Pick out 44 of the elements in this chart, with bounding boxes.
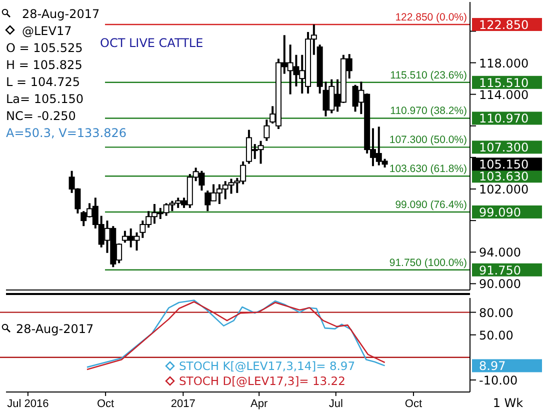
annotation: L = 104.725 — [6, 75, 80, 89]
y-tick-label: 90.000 — [479, 277, 521, 292]
y-tick-label: 105.150 — [479, 158, 529, 172]
x-tick-label: Apr — [250, 398, 268, 410]
y-tick-label: 94.000 — [479, 246, 521, 260]
x-axis-title: 1 Wk — [492, 396, 524, 410]
ref-line-label: 91.750 (100.0%) — [389, 256, 467, 269]
y-tick-label: 110.970 — [479, 112, 529, 126]
annotation: O = 105.525 — [6, 41, 83, 55]
y-tick-label: -10.00 — [479, 373, 518, 388]
x-tick-label: Jul — [328, 398, 343, 410]
y-tick-label: 115.510 — [479, 76, 529, 90]
annotation: 28-Aug-2017 — [22, 7, 100, 21]
x-tick-label: Jul 2016 — [7, 398, 49, 410]
legend-label: STOCH K[@LEV17,3,14]= 8.97 — [179, 359, 356, 373]
y-tick-label: 102.000 — [479, 182, 529, 197]
y-tick-label: 80.00 — [479, 306, 514, 320]
candlestick — [264, 118, 270, 142]
ref-line-label: 122.850 (0.0%) — [395, 11, 467, 24]
annotation: H = 105.825 — [6, 58, 82, 72]
y-tick-label: 8.97 — [479, 359, 506, 374]
ref-line-label: 115.510 (23.6%) — [390, 69, 467, 82]
y-tick-label: 118.000 — [479, 56, 529, 70]
annotation: NC= -0.250 — [6, 109, 76, 123]
y-tick-label: 99.090 — [479, 205, 521, 220]
annotation: @LEV17 — [22, 24, 72, 38]
y-tick-label: 107.300 — [479, 140, 529, 155]
text: OCT LIVE CATTLE — [100, 36, 204, 50]
ref-line-label: 103.630 (61.8%) — [389, 163, 467, 176]
y-tick-label: 122.850 — [479, 18, 529, 32]
annotation: A=50.3, V=133.826 — [6, 126, 126, 140]
y-tick-label: 91.750 — [479, 263, 521, 278]
annotation: La= 105.150 — [6, 92, 84, 106]
ref-line-label: 107.300 (50.0%) — [389, 134, 467, 146]
x-tick-label: Oct — [404, 398, 422, 410]
y-tick-label: 50.00 — [479, 328, 514, 342]
y-tick-label: 103.630 — [479, 170, 529, 184]
ref-line-label: 110.970 (38.2%) — [390, 105, 467, 118]
x-tick-label: 2017 — [170, 398, 196, 410]
ref-line-label: 99.090 (76.4%) — [395, 198, 467, 211]
legend-label: STOCH D[@LEV17,3]= 13.22 — [179, 374, 346, 388]
x-tick-label: Oct — [96, 398, 114, 410]
y-tick-label: 114.000 — [479, 88, 529, 102]
annotation: 28-Aug-2017 — [16, 322, 94, 336]
